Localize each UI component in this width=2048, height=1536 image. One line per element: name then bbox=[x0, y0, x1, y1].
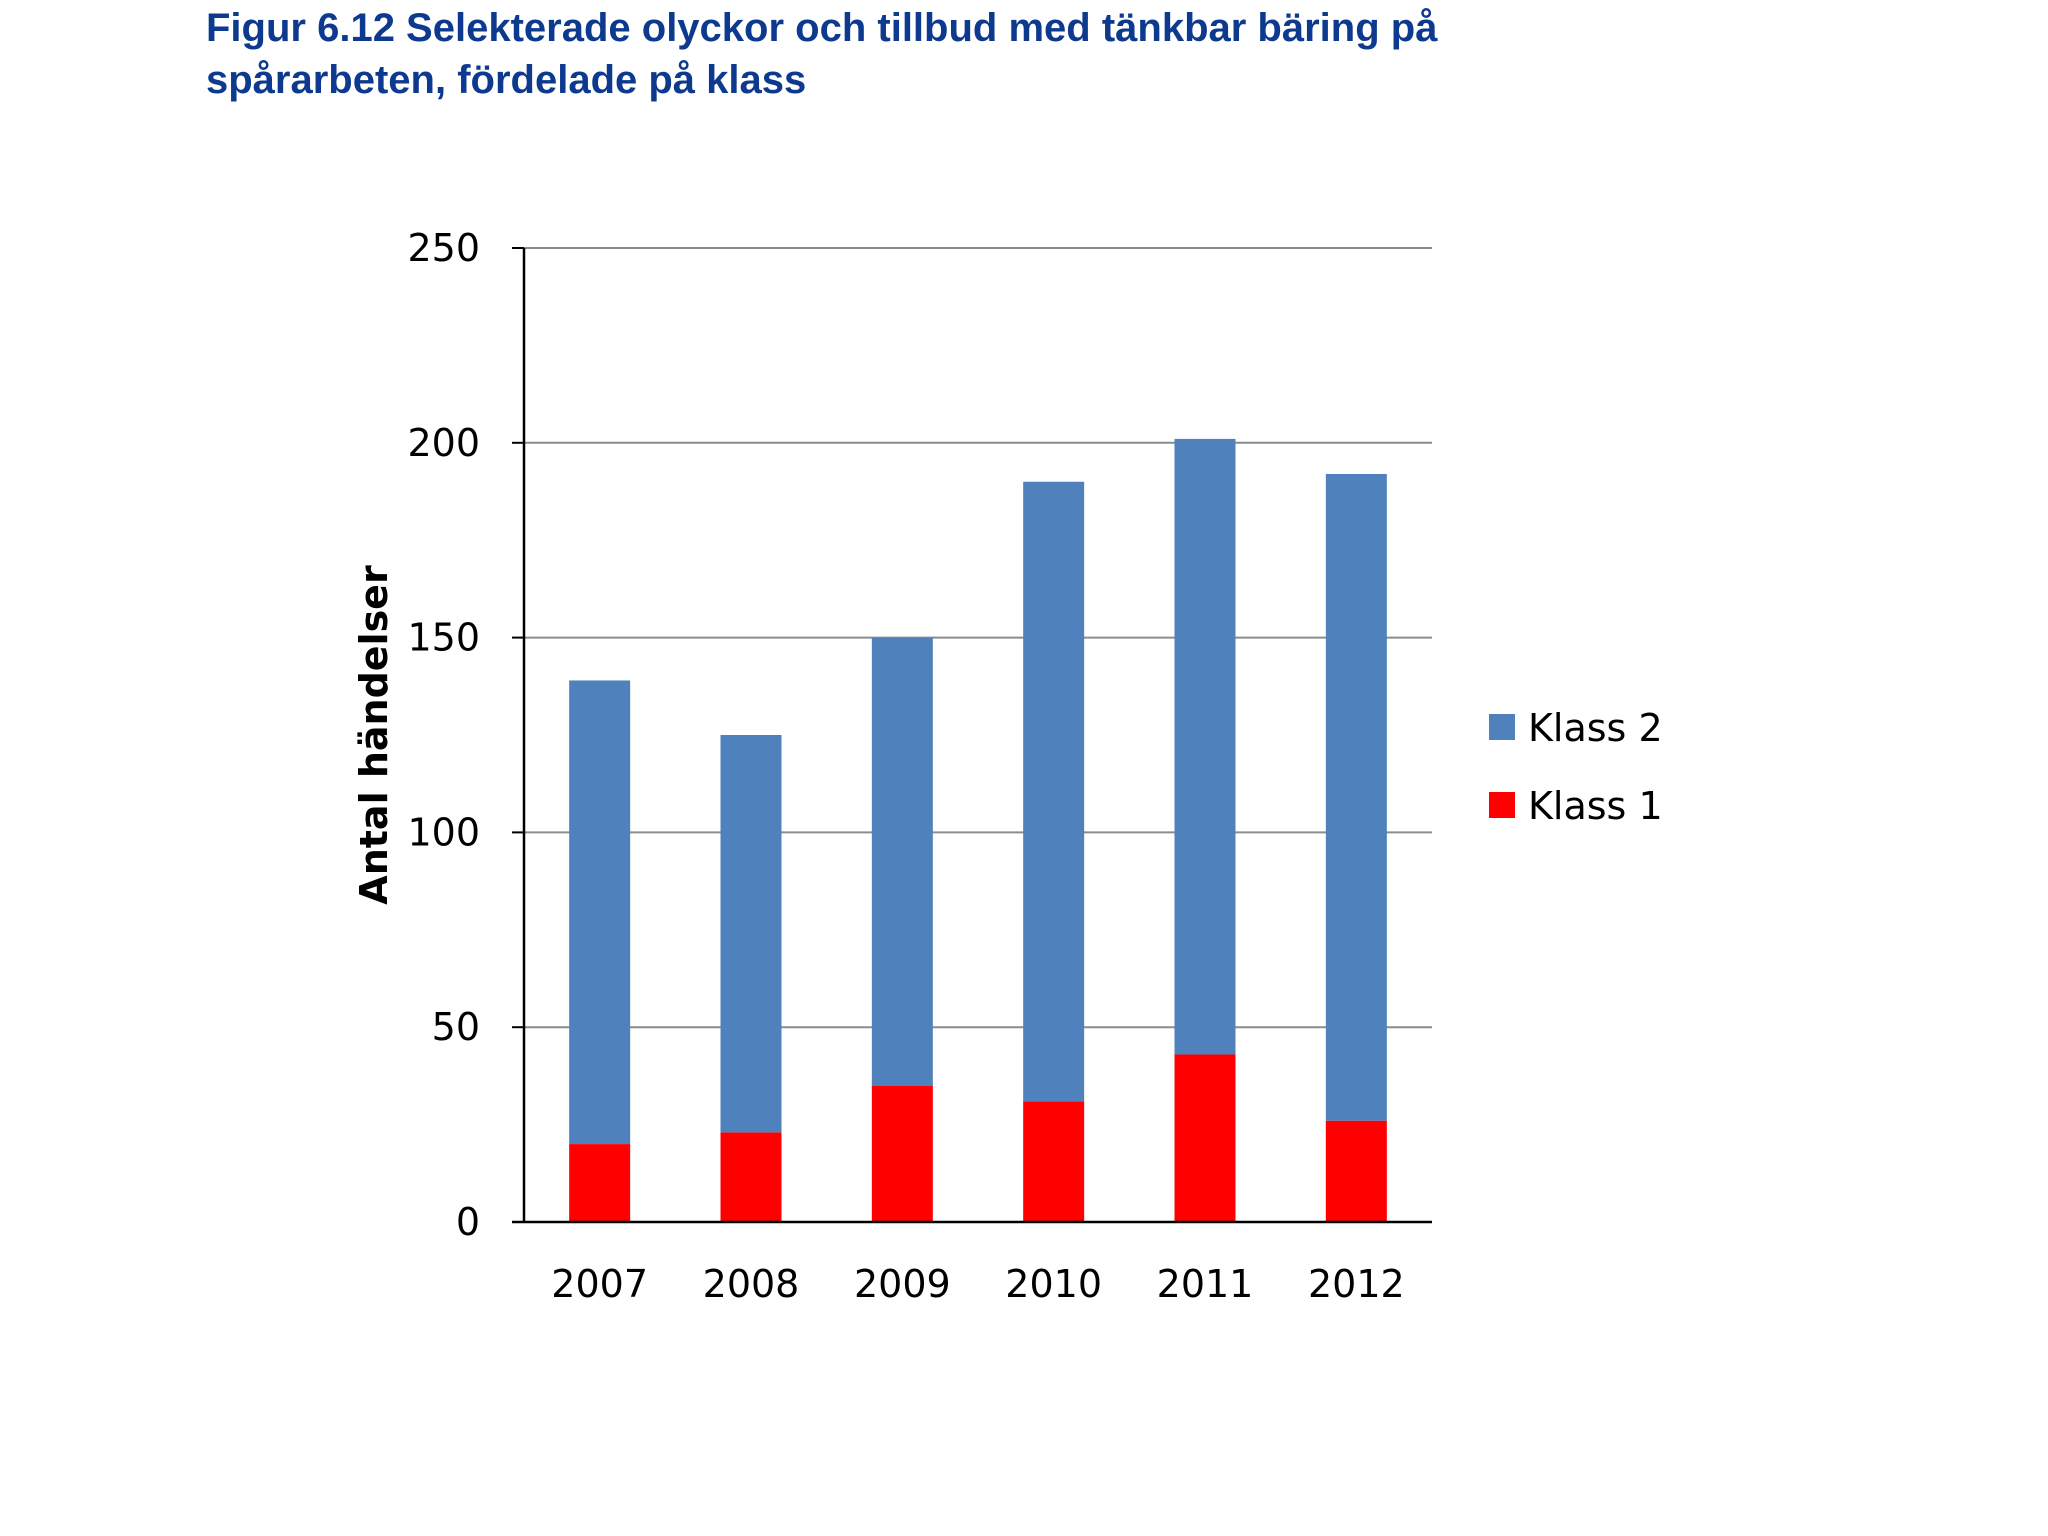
figure-title-line-2: spårarbeten, fördelade på klass bbox=[206, 58, 807, 102]
x-tick-label: 2009 bbox=[854, 1262, 951, 1306]
bar-klass-2-2011 bbox=[1174, 438, 1236, 1055]
bar-klass-1-2011 bbox=[1174, 1054, 1236, 1222]
bar-klass-1-2007 bbox=[569, 1144, 631, 1222]
bar-klass-1-2010 bbox=[1023, 1101, 1085, 1222]
legend: Klass 2 Klass 1 bbox=[1489, 706, 1663, 828]
legend-label-klass-1: Klass 1 bbox=[1528, 784, 1663, 828]
bar-klass-2-2007 bbox=[569, 680, 631, 1145]
x-tick-labels: 2007 2008 2009 2010 2011 2012 bbox=[551, 1262, 1404, 1306]
y-axis-label: Antal händelser bbox=[352, 565, 396, 905]
x-tick-label: 2008 bbox=[703, 1262, 800, 1306]
gridlines bbox=[524, 247, 1432, 1029]
y-tick-label: 0 bbox=[456, 1200, 480, 1244]
x-tick-label: 2012 bbox=[1308, 1262, 1405, 1306]
y-tick-label: 250 bbox=[407, 226, 480, 270]
bar-klass-1-2012 bbox=[1325, 1120, 1387, 1222]
bar-klass-2-2010 bbox=[1023, 481, 1085, 1102]
legend-swatch-klass-1 bbox=[1489, 792, 1515, 818]
bar-klass-1-2008 bbox=[720, 1132, 782, 1222]
y-tick-label: 200 bbox=[407, 421, 480, 465]
y-tick-label: 150 bbox=[407, 616, 480, 660]
y-tick-label: 100 bbox=[407, 810, 480, 854]
bar-klass-2-2008 bbox=[720, 735, 782, 1133]
legend-label-klass-2: Klass 2 bbox=[1528, 706, 1663, 750]
x-tick-label: 2010 bbox=[1005, 1262, 1102, 1306]
figure-title-line-1: Figur 6.12 Selekterade olyckor och tillb… bbox=[206, 6, 1438, 50]
bar-klass-2-2012 bbox=[1325, 473, 1387, 1121]
y-tick-labels: 0 50 100 150 200 250 bbox=[407, 226, 480, 1244]
bars bbox=[569, 438, 1387, 1222]
axes bbox=[512, 247, 1432, 1224]
x-tick-label: 2007 bbox=[551, 1262, 648, 1306]
bar-klass-2-2009 bbox=[871, 637, 933, 1086]
x-tick-label: 2011 bbox=[1157, 1262, 1254, 1306]
figure-title: Figur 6.12 Selekterade olyckor och tillb… bbox=[206, 2, 1706, 106]
bar-klass-1-2009 bbox=[871, 1085, 933, 1222]
legend-swatch-klass-2 bbox=[1489, 714, 1515, 740]
y-tick-label: 50 bbox=[432, 1005, 480, 1049]
